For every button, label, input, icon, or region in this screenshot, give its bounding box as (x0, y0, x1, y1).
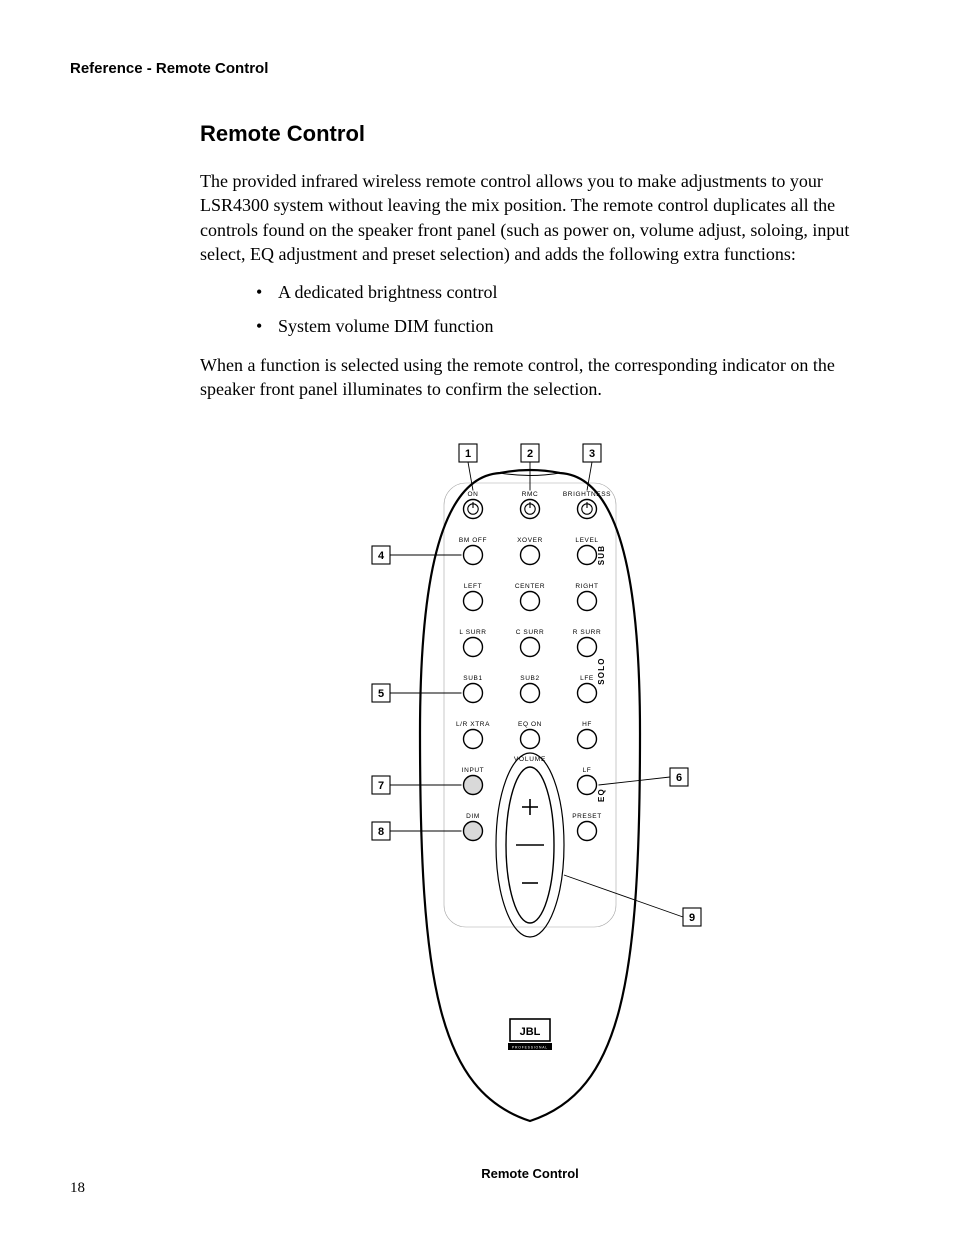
remote-button[interactable] (578, 822, 597, 841)
remote-button[interactable] (464, 638, 483, 657)
button-label: LEFT (464, 583, 482, 590)
remote-button[interactable] (521, 638, 540, 657)
remote-button[interactable] (521, 730, 540, 749)
side-label: SOLO (597, 658, 606, 685)
remote-button[interactable] (464, 684, 483, 703)
button-label: L SURR (459, 629, 486, 636)
callout-number: 6 (676, 772, 682, 784)
button-label: LF (583, 767, 592, 774)
followup-paragraph: When a function is selected using the re… (200, 353, 860, 402)
remote-button[interactable] (578, 638, 597, 657)
button-label: INPUT (462, 767, 485, 774)
remote-button[interactable] (578, 730, 597, 749)
button-label: SUB2 (520, 675, 539, 682)
section-title: Remote Control (200, 121, 860, 147)
button-label: SUB1 (463, 675, 482, 682)
button-label: L/R XTRA (456, 721, 490, 728)
content-block: Remote Control The provided infrared wir… (200, 121, 860, 1181)
callout-number: 5 (378, 688, 384, 700)
remote-button[interactable] (464, 776, 483, 795)
button-label: LFE (580, 675, 594, 682)
callout-number: 9 (689, 912, 695, 924)
button-label: CENTER (515, 583, 545, 590)
button-label: RMC (522, 491, 539, 498)
callout-number: 4 (378, 550, 385, 562)
callout-number: 1 (465, 448, 471, 460)
remote-diagram: SUB SOLO EQ VOLUME ON RMC BRIGHTNESS BM OFF XOVE… (350, 421, 710, 1151)
page-number: 18 (70, 1180, 85, 1197)
remote-button[interactable] (464, 822, 483, 841)
button-label: DIM (466, 813, 480, 820)
remote-button[interactable] (578, 546, 597, 565)
button-label: BM OFF (459, 537, 487, 544)
button-label: RIGHT (575, 583, 598, 590)
callout-number: 3 (589, 448, 595, 460)
volume-label: VOLUME (514, 756, 546, 763)
remote-button[interactable] (578, 684, 597, 703)
remote-button[interactable] (521, 592, 540, 611)
button-label: EQ ON (518, 721, 542, 728)
callout-number: 2 (527, 448, 533, 460)
button-label: XOVER (517, 537, 543, 544)
figure-caption: Remote Control (200, 1166, 860, 1181)
side-label: EQ (597, 788, 606, 802)
remote-figure: SUB SOLO EQ VOLUME ON RMC BRIGHTNESS BM OFF XOVE… (200, 421, 860, 1181)
button-label: R SURR (573, 629, 602, 636)
remote-button[interactable] (521, 684, 540, 703)
intro-paragraph: The provided infrared wireless remote co… (200, 169, 860, 266)
button-label: PRESET (572, 813, 602, 820)
remote-button[interactable] (464, 730, 483, 749)
callout-number: 8 (378, 826, 384, 838)
button-label: BRIGHTNESS (563, 491, 611, 498)
bullet-item: System volume DIM function (278, 314, 860, 338)
bullet-item: A dedicated brightness control (278, 280, 860, 304)
brand-text: JBL (520, 1026, 541, 1038)
remote-button[interactable] (578, 592, 597, 611)
brand-sub-text: PROFESSIONAL (512, 1046, 548, 1050)
button-label: ON (468, 491, 479, 498)
callout-number: 7 (378, 780, 384, 792)
side-label: SUB (597, 545, 606, 566)
bullet-list: A dedicated brightness control System vo… (200, 280, 860, 339)
remote-button[interactable] (464, 546, 483, 565)
button-label: LEVEL (575, 537, 598, 544)
button-label: C SURR (516, 629, 545, 636)
remote-button[interactable] (464, 592, 483, 611)
button-label: HF (582, 721, 592, 728)
remote-button[interactable] (578, 776, 597, 795)
remote-button[interactable] (521, 546, 540, 565)
running-header: Reference - Remote Control (70, 60, 884, 77)
